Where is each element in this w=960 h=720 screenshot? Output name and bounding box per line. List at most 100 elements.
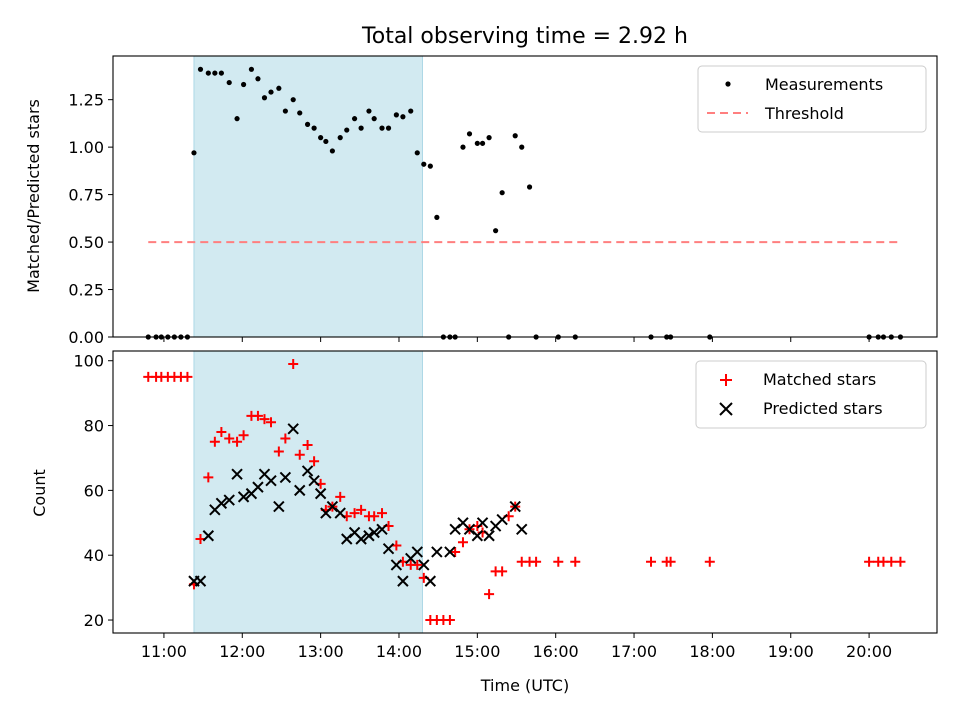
measurement-point [526,184,533,190]
predicted-star-point [471,530,484,542]
measurement-point [240,81,247,88]
top-y-tick-label: 1.25 [68,91,104,110]
predicted-star-point [273,500,285,513]
top-panel: 0.00 0.25 0.50 0.75 1.00 1.25 Measurements Thre… [68,55,938,347]
measurement-point [329,148,335,154]
top-observing-span [193,55,423,338]
legend-measurements-label: Measurements [765,75,883,94]
matched-star-point [864,556,875,567]
predicted-star-point [314,487,327,500]
measurement-point [297,110,303,116]
x-tick-label: 13:00 [298,642,344,661]
x-tick-label: 17:00 [611,642,657,661]
measurement-point [255,76,261,82]
measurement-point [218,70,224,76]
measurement-point [460,144,466,150]
matched-star-point [484,589,495,600]
measurement-point [474,140,480,146]
matched-star-point [203,472,214,483]
predicted-star-point [363,530,375,542]
x-tick-label: 20:00 [846,642,892,661]
matched-star-point [232,436,243,447]
matched-star-point [444,615,455,626]
measurement-point [318,135,324,141]
matched-star-point [665,556,676,567]
predicted-star-point [215,497,228,510]
measurement-point [205,70,211,76]
matched-star-point [704,556,715,567]
matched-star-point [369,511,380,522]
measurement-point [486,135,492,141]
matched-star-point [335,491,346,502]
measurement-point [499,190,505,196]
measurement-point [466,131,473,137]
measurement-point [197,66,204,72]
x-tick-label: 16:00 [533,642,579,661]
predicted-star-point [237,491,250,503]
legend-threshold-label: Threshold [764,104,844,123]
matched-star-point [238,430,249,441]
measurement-point [212,70,218,76]
predicted-star-point [418,559,430,571]
predicted-star-point [294,484,306,497]
top-y-axis-label: Matched/Predicted stars [24,99,43,293]
measurement-point [414,150,420,156]
predicted-star-point [279,471,292,484]
top-y-tick-label: 0.00 [68,328,104,347]
predicted-star-point [265,474,277,487]
measurement-point [366,108,372,114]
matched-star-point [457,537,468,548]
predicted-star-point [476,517,489,529]
bottom-y-tick-label: 60 [84,481,104,500]
matched-star-point [646,556,657,567]
predicted-star-point [231,468,243,480]
matched-star-point [259,414,270,425]
matched-star-point [182,371,193,382]
measurement-point [379,125,385,131]
measurement-point [337,135,343,141]
matched-star-point [294,449,305,460]
top-plot-frame [112,55,938,338]
predicted-star-point [308,474,320,487]
predicted-star-point [509,500,521,513]
predicted-star-point [516,523,528,535]
matched-star-point [377,508,388,519]
predicted-star-point [355,533,367,545]
measurement-point [427,163,433,169]
matched-star-point [553,556,564,567]
measurement-point [400,114,406,120]
top-y-tick-label: 0.25 [68,281,104,300]
predicted-star-point [390,559,403,571]
top-y-tick-label: 1.00 [68,138,104,157]
measurement-point [358,125,364,131]
bottom-legend: Matched stars Predicted stars [695,360,927,429]
legend-matched-label: Matched stars [763,370,876,389]
predicted-star-point [444,546,456,558]
measurement-point [268,89,274,95]
measurement-point [248,66,255,72]
x-tick-label: 19:00 [768,642,814,661]
predicted-star-point [194,575,207,587]
bottom-y-axis-label: Count [30,469,49,517]
measurement-point [493,228,499,234]
matched-star-point [280,433,291,444]
measurement-point [421,161,427,167]
predicted-star-point [424,575,437,587]
x-tick-label: 11:00 [141,642,187,661]
measurement-point [304,121,311,127]
measurement-point [282,108,288,114]
matched-star-point [273,446,284,457]
measurement-point [393,112,399,118]
bottom-y-tick-label: 20 [84,611,104,630]
chart-title: Total observing time = 2.92 h [361,24,688,49]
predicted-star-point [397,575,409,587]
predicted-star-point [376,523,388,535]
predicted-star-point [368,526,380,539]
legend-predicted-label: Predicted stars [763,399,883,418]
matched-star-point [497,566,508,577]
matched-star-point [450,546,461,557]
matched-star-point [349,508,360,519]
bottom-plot-frame [112,350,938,634]
predicted-star-point [202,530,215,542]
